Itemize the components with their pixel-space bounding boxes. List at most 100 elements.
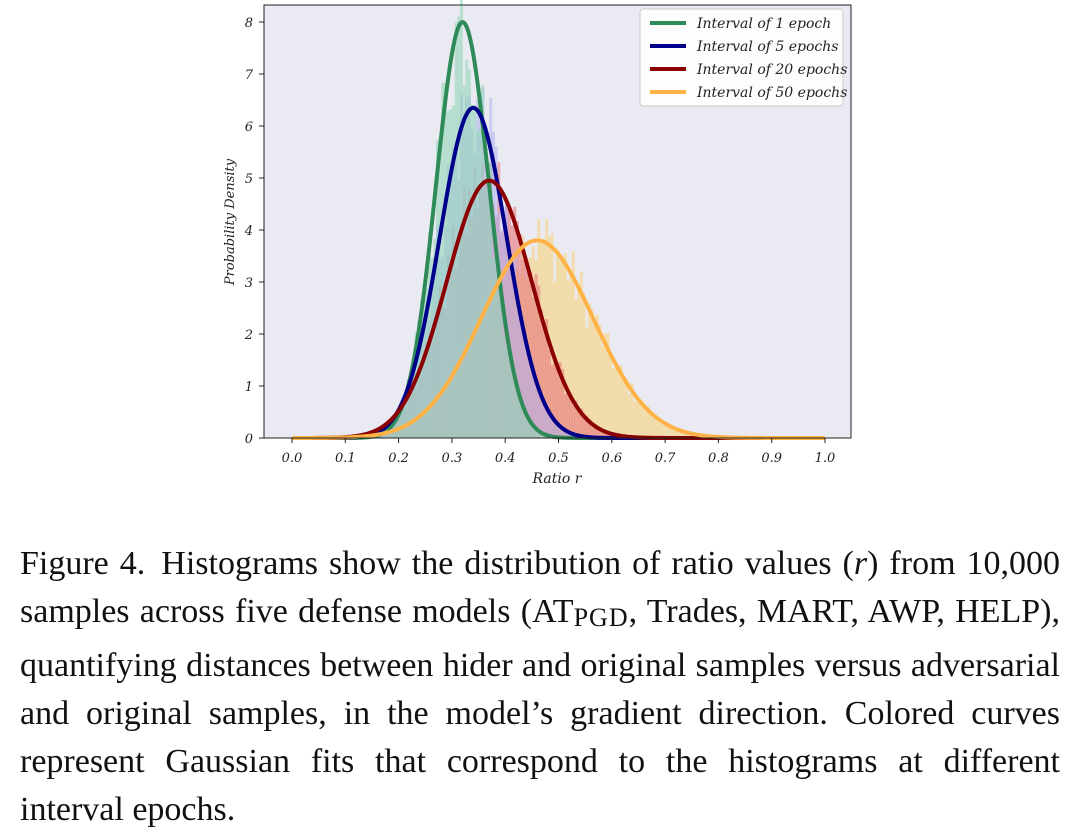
histogram-bar (651, 412, 655, 438)
y-tick-label: 1 (245, 380, 253, 395)
histogram-bar (542, 406, 546, 438)
histogram-bar (614, 362, 618, 438)
histogram-bar (603, 333, 607, 438)
y-tick-label: 8 (245, 16, 253, 31)
histogram-bar (582, 292, 586, 438)
histogram-bar (673, 426, 677, 438)
histogram-bar (531, 426, 535, 438)
histogram-bar (627, 394, 631, 438)
histogram-bar (518, 400, 522, 438)
histogram-bar (403, 403, 407, 438)
histogram-bar (499, 297, 503, 438)
histogram-bar (526, 415, 530, 438)
caption-text-1: Histograms show the distribution of rati… (161, 545, 854, 582)
histogram-bar (574, 299, 578, 438)
histogram-bar (513, 368, 517, 438)
histogram-bar (401, 405, 405, 438)
histogram-bar (593, 325, 597, 438)
histogram-bar (561, 427, 565, 438)
histogram-bar (537, 431, 541, 438)
histogram-bar (398, 412, 402, 438)
histogram-bar (590, 423, 594, 438)
x-tick-label: 0.7 (655, 451, 676, 466)
histogram-bar (571, 405, 575, 438)
histogram-bar (617, 364, 621, 438)
histogram-bar (563, 429, 567, 438)
histogram-bar (473, 105, 477, 438)
y-tick-label: 0 (245, 432, 253, 447)
histogram-bar (521, 318, 525, 438)
plot-frame (263, 4, 852, 439)
histogram-bar (665, 423, 669, 438)
histogram-bar (561, 258, 565, 438)
histogram-bar (558, 362, 562, 438)
histogram-bar (433, 239, 437, 438)
histogram-bar (539, 310, 543, 438)
histogram-bar (505, 345, 509, 438)
histogram-bar (577, 286, 581, 438)
histogram-bar (606, 332, 610, 438)
y-axis-label: Probability Density (223, 158, 238, 286)
histogram-bar (547, 412, 551, 438)
y-tick-label: 2 (244, 328, 253, 343)
histogram-bar (395, 413, 399, 438)
histogram-bar (542, 328, 546, 438)
histogram-bar (662, 423, 666, 438)
x-tick-label: 0.2 (388, 451, 409, 466)
histogram-bar (545, 319, 549, 438)
histogram-bar (457, 16, 461, 438)
histogram-bar (619, 365, 623, 438)
histogram-bar (555, 425, 559, 438)
histogram-bar (630, 383, 634, 438)
histogram-bar (438, 157, 442, 438)
histogram-bar (574, 400, 578, 438)
histogram-bar (587, 303, 591, 438)
histogram-bar (585, 415, 589, 438)
histogram-bar (683, 433, 687, 438)
x-tick-label: 1.0 (815, 451, 836, 466)
x-axis-label: Ratio r (532, 471, 583, 487)
histogram-bar (587, 419, 591, 438)
histogram-bar (649, 414, 653, 438)
histogram-bar (686, 433, 690, 438)
histogram-bar (515, 289, 519, 438)
histogram-bar (518, 313, 522, 438)
histogram-bar (459, 0, 463, 438)
histogram-bar (411, 359, 415, 438)
histogram-bar (529, 355, 533, 438)
histogram-bar (569, 273, 573, 438)
caption-text-3: , Trades, MART, AWP, HELP), quantifying … (20, 593, 1060, 828)
histogram-bar (601, 345, 605, 438)
y-tick-label: 6 (245, 120, 253, 135)
histogram-bar (635, 401, 639, 438)
histogram-bar (534, 274, 538, 438)
histogram-bar (462, 85, 466, 439)
histogram-bar (566, 392, 570, 438)
histogram-bars (347, 0, 719, 439)
histogram-bar (550, 233, 554, 438)
histogram-bar (467, 69, 471, 438)
histogram-bar (582, 414, 586, 438)
histogram-bar (563, 394, 567, 438)
y-axis-ticks: 0 1 2 3 4 5 6 7 8 (244, 16, 264, 447)
histogram-bar (675, 429, 679, 438)
histogram-bar (537, 392, 541, 438)
histogram-bar (566, 280, 570, 438)
histogram-bar (451, 105, 455, 439)
legend-label-3: Interval of 20 epochs (696, 62, 847, 78)
histogram-bar (502, 334, 506, 438)
histogram-bar (571, 251, 575, 438)
legend-label-2: Interval of 5 epochs (696, 39, 838, 55)
histogram-bar (491, 257, 495, 438)
x-tick-label: 0.1 (335, 451, 356, 466)
legend-label-1: Interval of 1 epoch (696, 16, 831, 32)
figure-caption: Figure 4. Histograms show the distributio… (20, 540, 1060, 834)
histogram-bar (555, 249, 559, 438)
histogram-bar (478, 127, 482, 438)
histogram-bar (569, 398, 573, 438)
histogram-bar (539, 402, 543, 438)
histogram-bar (470, 104, 474, 438)
histogram-bar (595, 314, 599, 438)
histogram-bar (422, 298, 426, 438)
histogram-bar (526, 349, 530, 438)
